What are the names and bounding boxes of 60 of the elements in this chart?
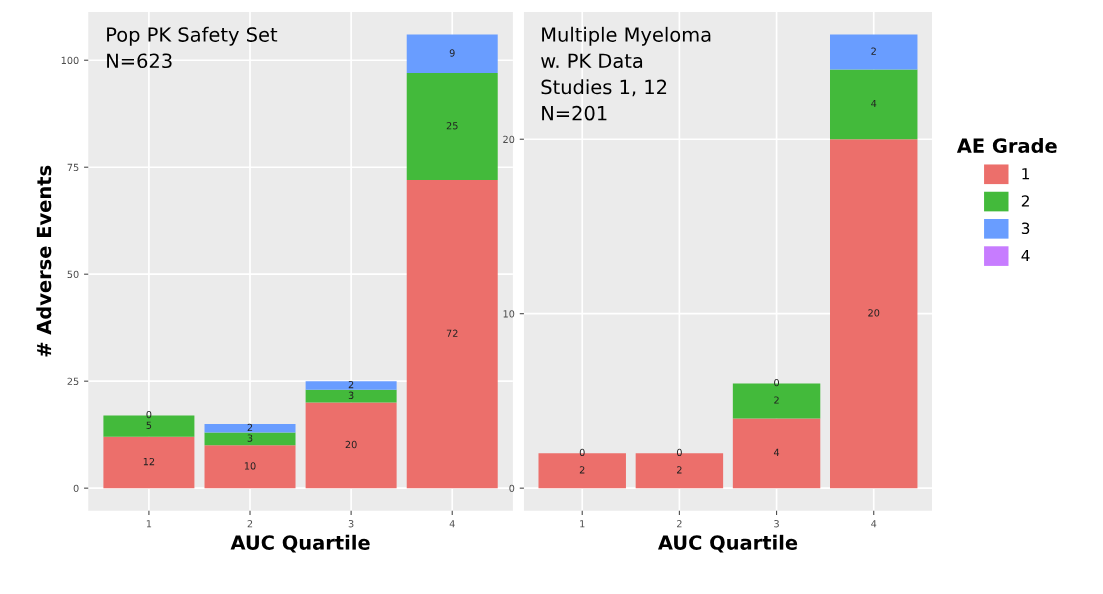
y-tick-label: 10	[503, 310, 515, 318]
x-tick-label: 2	[247, 520, 253, 528]
annotation: Multiple Myeloma w. PK Data Studies 1, 12 N=201	[541, 26, 711, 121]
data-label: 20	[345, 440, 357, 449]
x-axis-title: AUC Quartile	[657, 534, 798, 553]
data-label: 2	[247, 423, 253, 431]
legend-label: 4	[1021, 249, 1030, 262]
bar	[830, 139, 918, 489]
data-label: 0	[774, 378, 780, 387]
legend-label: 1	[1022, 168, 1030, 180]
y-tick-label: 75	[67, 163, 79, 172]
x-tick-label: 4	[449, 520, 455, 528]
bar	[305, 389, 397, 403]
x-tick-label: 1	[146, 520, 152, 528]
y-tick-label: 0	[509, 484, 515, 492]
x-tick-label: 1	[580, 520, 585, 528]
bar	[732, 418, 821, 489]
data-label: 10	[244, 462, 256, 470]
x-tick-label: 3	[774, 520, 779, 528]
data-label: 3	[348, 391, 354, 399]
y-tick-label: 0	[73, 484, 79, 492]
annotation: Pop PK Safety Set N=623	[107, 26, 278, 69]
y-tick-label: 100	[61, 56, 79, 65]
data-label: 2	[677, 466, 682, 474]
data-label: 3	[247, 434, 253, 442]
bar	[204, 445, 296, 489]
y-axis-title: # Adverse Events	[36, 165, 52, 357]
y-tick-label: 25	[67, 377, 79, 386]
bar	[305, 381, 397, 390]
data-label: 5	[146, 421, 152, 429]
data-label: 9	[449, 49, 455, 57]
bar	[305, 402, 397, 489]
legend-label: 2	[1021, 195, 1029, 207]
data-label: 4	[871, 99, 877, 108]
data-label: 2	[579, 466, 585, 474]
data-label: 20	[868, 309, 880, 317]
x-tick-label: 3	[348, 520, 354, 528]
bar	[830, 69, 918, 140]
bar	[406, 34, 498, 74]
data-label: 12	[143, 457, 155, 466]
y-tick-label: 20	[503, 135, 515, 144]
bar	[830, 34, 918, 70]
x-tick-label: 2	[677, 520, 682, 528]
bar	[204, 423, 296, 433]
bar	[406, 180, 498, 489]
legend-label: 3	[1021, 222, 1030, 235]
y-tick-label: 50	[67, 270, 79, 279]
data-label: 0	[676, 448, 682, 457]
data-label: 72	[446, 329, 458, 337]
data-label: 2	[348, 380, 354, 389]
data-label: 2	[774, 396, 779, 404]
x-axis-title: AUC Quartile	[230, 534, 370, 553]
legend-title: AE Grade	[956, 138, 1057, 154]
bar	[204, 432, 296, 446]
data-label: 4	[773, 448, 780, 456]
x-tick-label: 4	[871, 520, 877, 528]
data-label: 25	[446, 122, 458, 130]
bar	[103, 436, 195, 489]
bar	[406, 73, 498, 181]
data-label: 2	[871, 47, 876, 55]
